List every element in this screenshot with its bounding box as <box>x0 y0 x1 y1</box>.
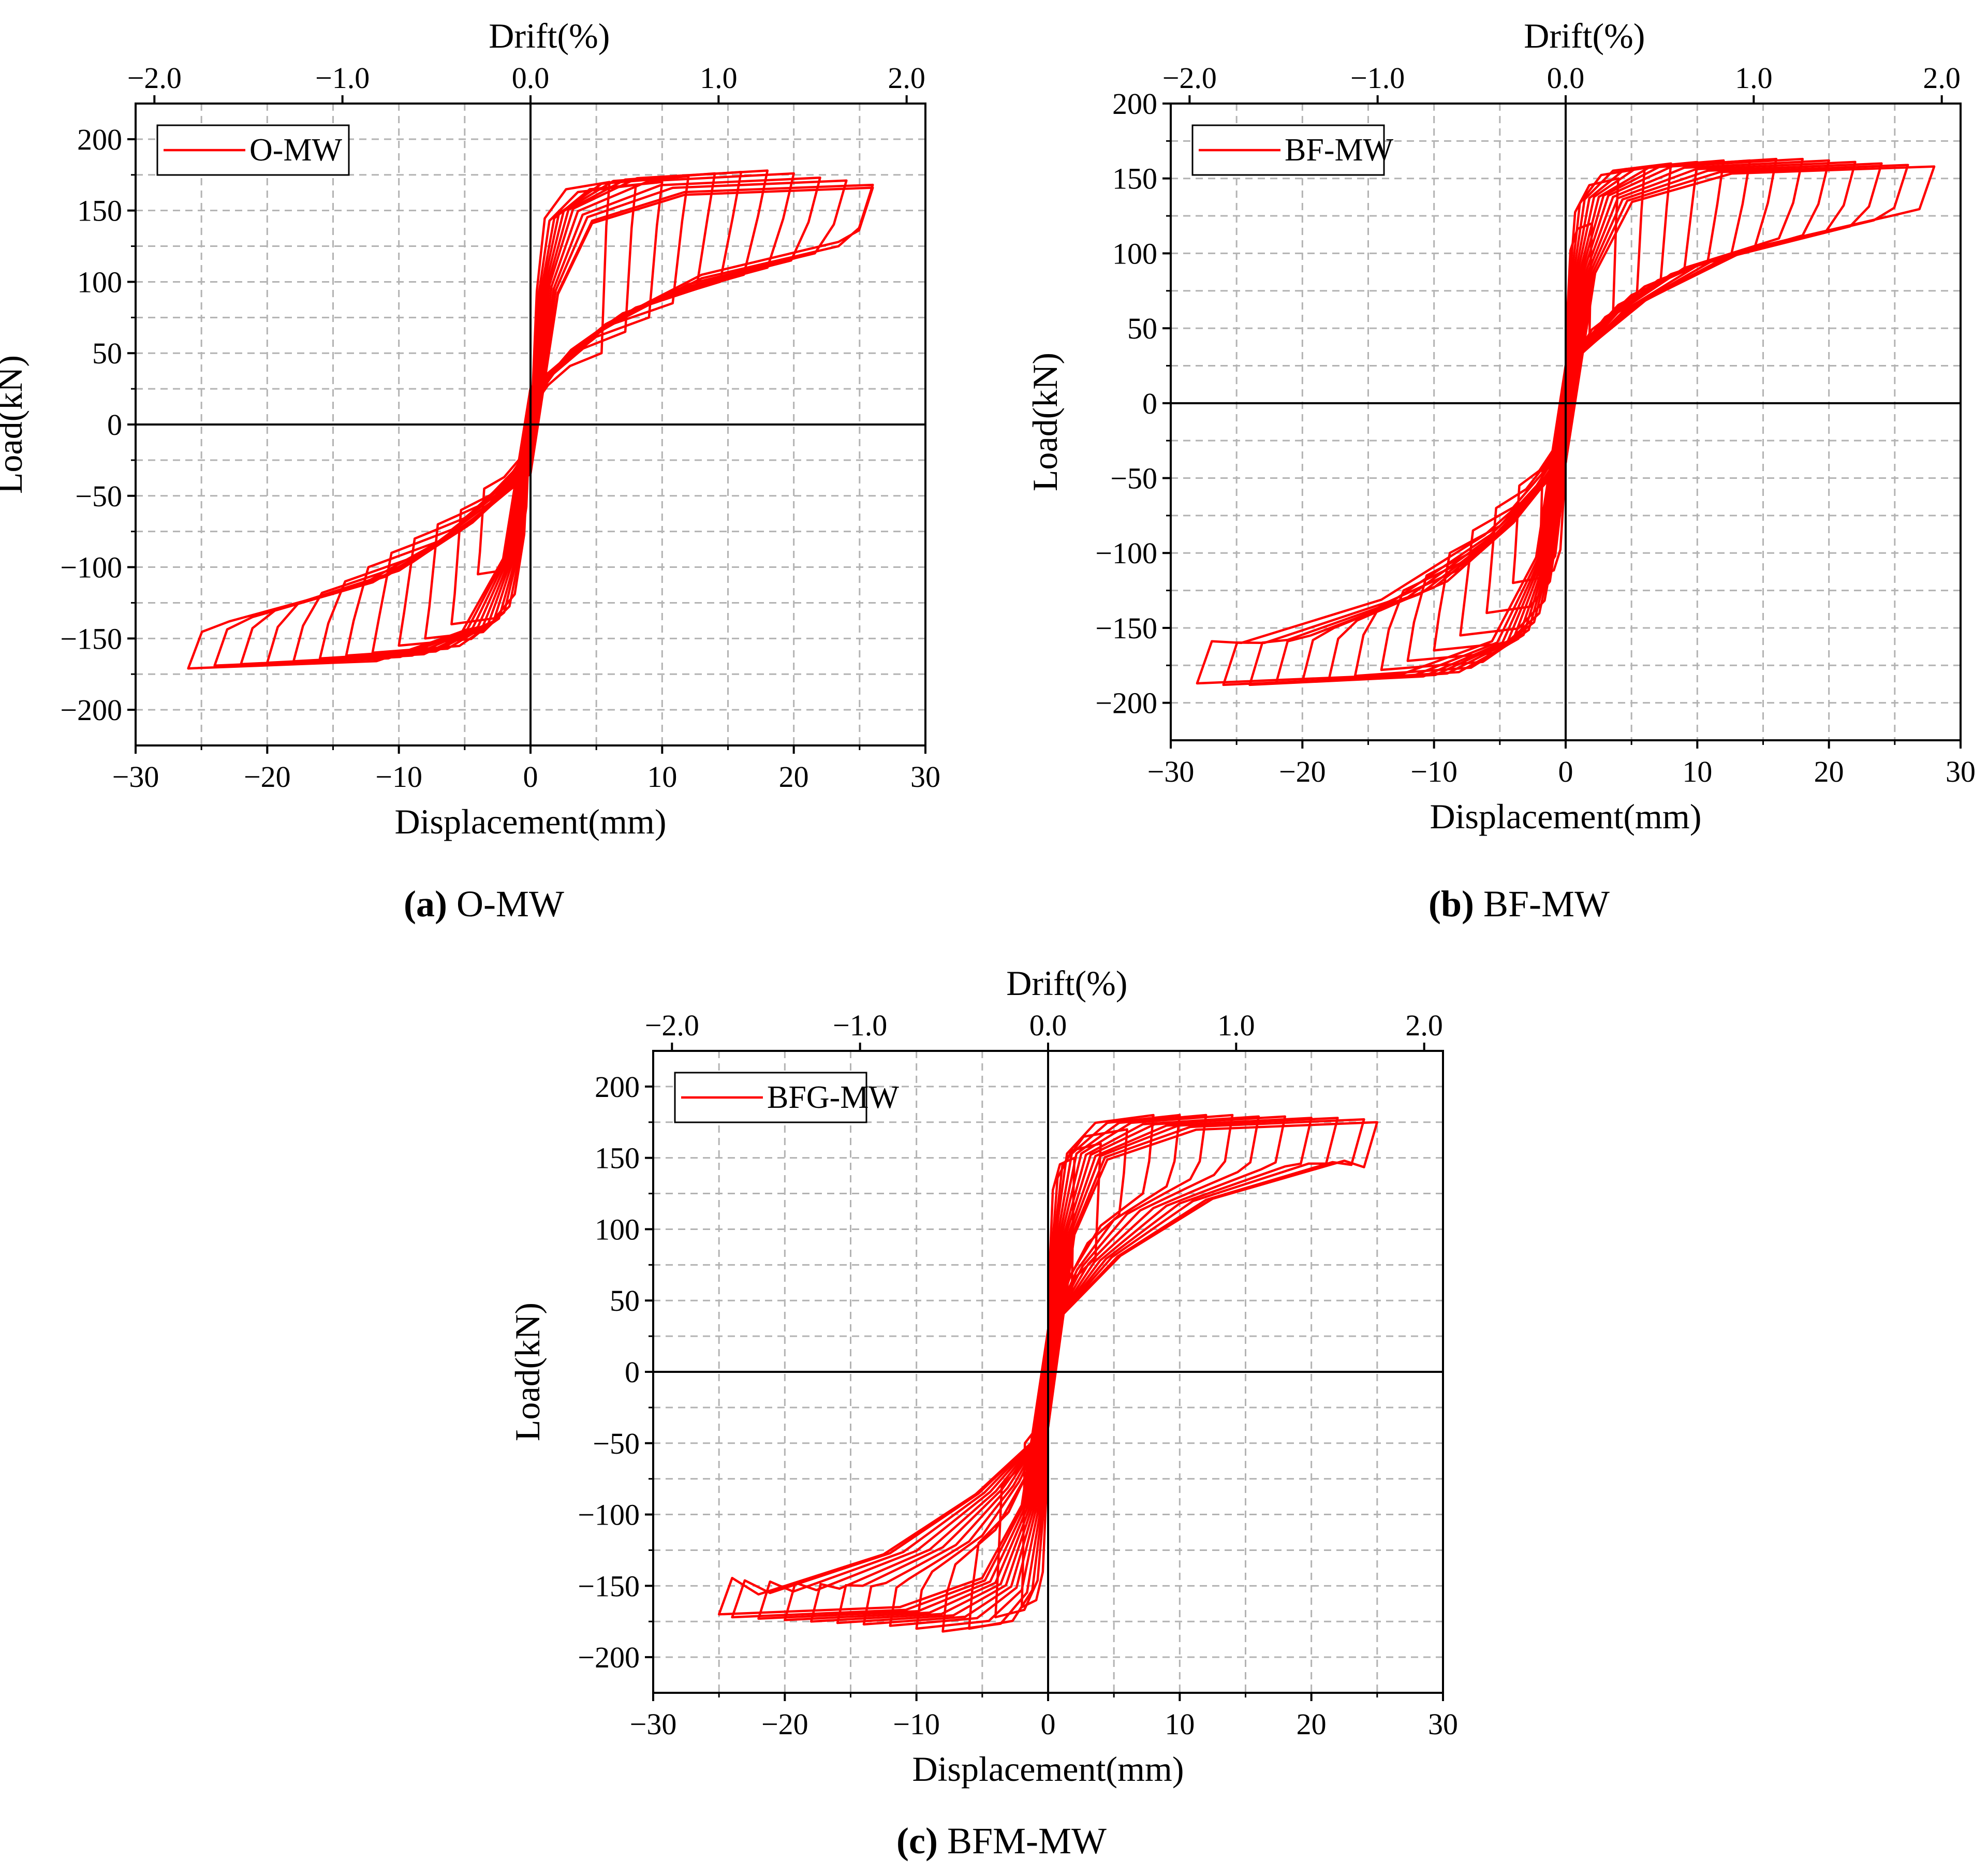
x2-tick-label: −1.0 <box>833 1008 887 1042</box>
x-tick-label: 30 <box>1946 755 1976 788</box>
caption-letter: (a) <box>404 883 447 925</box>
x2-tick-label: 1.0 <box>1217 1008 1255 1042</box>
x2-tick-label: 0.0 <box>1029 1008 1067 1042</box>
y-tick-label: 150 <box>77 194 122 228</box>
y-tick-label: −200 <box>1095 686 1157 720</box>
legend-label: BFG-MW <box>767 1080 899 1115</box>
caption-letter: (c) <box>896 1820 938 1862</box>
y-tick-label: −150 <box>60 622 122 655</box>
y-tick-label: 200 <box>1112 87 1157 121</box>
x2-axis-title: Drift(%) <box>1006 963 1127 1003</box>
x2-tick-label: 0.0 <box>1547 61 1585 95</box>
panel-caption: (a) O-MW <box>404 883 564 925</box>
hysteresis-loop <box>371 172 716 654</box>
y-tick-label: −150 <box>578 1569 640 1603</box>
y-tick-label: −150 <box>1095 611 1157 645</box>
caption-label: O-MW <box>456 883 564 925</box>
x2-tick-label: −1.0 <box>315 61 370 95</box>
caption-letter: (b) <box>1429 883 1474 925</box>
legend: BF-MW <box>1191 124 1394 176</box>
chart-panel-a: −30 −20 −10 0 10 20 30−2.0 −1.0 0.0 1.0 2.0−200−15… <box>0 16 940 925</box>
y-tick-label: −50 <box>75 479 122 513</box>
chart-panel-c: −30 −20 −10 0 10 20 30−2.0 −1.0 0.0 1.0 2.0−200−15… <box>508 963 1458 1862</box>
x2-tick-label: −2.0 <box>1162 61 1217 95</box>
x-tick-label: 30 <box>1428 1707 1458 1741</box>
y-tick-label: 0 <box>625 1355 640 1389</box>
y-tick-label: −200 <box>60 693 122 727</box>
x2-tick-label: 2.0 <box>1405 1008 1443 1042</box>
x-tick-label: 20 <box>1814 755 1844 788</box>
x-tick-label: −10 <box>375 760 422 794</box>
legend: BFG-MW <box>674 1072 899 1123</box>
legend-label: O-MW <box>249 133 343 168</box>
y-axis-title: Load(kN) <box>0 355 30 494</box>
x-tick-label: 20 <box>779 760 809 794</box>
panel-caption: (b) BF-MW <box>1429 883 1610 925</box>
hysteresis-loop <box>318 169 769 660</box>
x-tick-label: 0 <box>523 760 538 794</box>
y-tick-label: −50 <box>1110 462 1157 495</box>
hysteresis-loop <box>424 181 664 640</box>
y-tick-label: −100 <box>578 1498 640 1532</box>
y-tick-label: −200 <box>578 1641 640 1674</box>
x-tick-label: −20 <box>244 760 291 794</box>
chart-panel-b: −30 −20 −10 0 10 20 30−2.0 −1.0 0.0 1.0 2.0−200−15… <box>1025 16 1976 925</box>
grid <box>1171 104 1961 740</box>
panel-caption: (c) BFM-MW <box>896 1820 1107 1862</box>
y-tick-label: 50 <box>610 1284 640 1317</box>
y-tick-label: 0 <box>107 408 122 442</box>
y-tick-label: 150 <box>1112 162 1157 196</box>
y-tick-label: 50 <box>1127 312 1157 345</box>
x2-tick-label: −2.0 <box>645 1008 699 1042</box>
caption-label: BFM-MW <box>947 1820 1107 1862</box>
x-tick-label: 10 <box>1682 755 1712 788</box>
x-axis-title: Displacement(mm) <box>1430 797 1702 836</box>
legend-label: BF-MW <box>1285 133 1394 168</box>
x-tick-label: −30 <box>630 1707 677 1741</box>
x2-axis-title: Drift(%) <box>489 16 610 55</box>
caption-label: BF-MW <box>1483 883 1610 925</box>
x-tick-label: −30 <box>1147 755 1195 788</box>
y-tick-label: 50 <box>92 336 122 370</box>
x2-tick-label: 2.0 <box>1923 61 1961 95</box>
legend: O-MW <box>156 124 350 176</box>
y-tick-label: 200 <box>77 123 122 156</box>
y-tick-label: −100 <box>1095 536 1157 570</box>
y-tick-label: −50 <box>593 1427 640 1460</box>
y-tick-label: 0 <box>1142 387 1157 420</box>
y-tick-label: 100 <box>77 265 122 299</box>
x-tick-label: 0 <box>1558 755 1573 788</box>
x-tick-label: 20 <box>1297 1707 1327 1741</box>
x-tick-label: 30 <box>910 760 940 794</box>
x-tick-label: 10 <box>647 760 677 794</box>
y-axis-title: Load(kN) <box>508 1302 547 1441</box>
x-tick-label: −10 <box>1410 755 1457 788</box>
x2-tick-label: 0.0 <box>512 61 550 95</box>
y-tick-label: 150 <box>595 1141 640 1175</box>
x-axis-title: Displacement(mm) <box>395 802 667 841</box>
hysteresis-loop <box>292 172 795 663</box>
y-axis-title: Load(kN) <box>1025 353 1065 491</box>
y-tick-label: 100 <box>1112 237 1157 270</box>
x2-tick-label: 1.0 <box>700 61 738 95</box>
x-tick-label: −20 <box>761 1707 808 1741</box>
x-tick-label: −30 <box>112 760 159 794</box>
x-axis-title: Displacement(mm) <box>912 1749 1184 1789</box>
y-tick-label: 200 <box>595 1070 640 1104</box>
x-tick-label: −10 <box>893 1707 940 1741</box>
y-tick-label: 100 <box>595 1212 640 1246</box>
x2-tick-label: 2.0 <box>888 61 925 95</box>
x-tick-label: 0 <box>1041 1707 1056 1741</box>
x2-axis-title: Drift(%) <box>1524 16 1645 55</box>
x2-tick-label: 1.0 <box>1735 61 1773 95</box>
y-tick-label: −100 <box>60 551 122 584</box>
x-tick-label: 10 <box>1165 1707 1195 1741</box>
x2-tick-label: −2.0 <box>127 61 182 95</box>
x2-tick-label: −1.0 <box>1350 61 1405 95</box>
x-tick-label: −20 <box>1279 755 1326 788</box>
hysteresis-loop <box>345 171 743 657</box>
